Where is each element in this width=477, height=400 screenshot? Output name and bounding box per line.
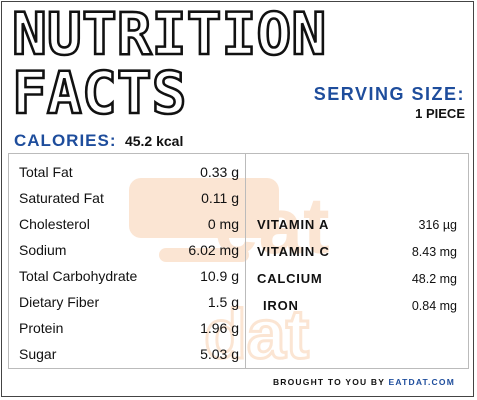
nutrient-name: Sugar — [19, 346, 57, 362]
vitamin-value: 316 µg — [418, 218, 457, 232]
calories-row: CALORIES: 45.2 kcal — [14, 131, 183, 151]
nutrient-value: 5.03 g — [200, 346, 239, 362]
nutrient-row-sodium: Sodium 6.02 mg — [19, 242, 239, 266]
nutrient-row-total-fat: Total Fat 0.33 g — [19, 164, 239, 188]
nutrient-value: 0.33 g — [200, 164, 239, 180]
watermark-text-1: eat — [214, 181, 330, 270]
footer-prefix: BROUGHT TO YOU BY — [272, 377, 389, 387]
vitamin-name: VITAMIN C — [257, 244, 330, 259]
nutrient-name: Cholesterol — [19, 216, 90, 232]
nutrient-row-cholesterol: Cholesterol 0 mg — [19, 216, 239, 240]
nutrient-value: 1.96 g — [200, 320, 239, 336]
vitamin-row-calcium: CALCIUM 48.2 mg — [257, 271, 457, 293]
nutrient-name: Protein — [19, 320, 64, 336]
title-line-1: NUTRITION — [11, 0, 328, 68]
nutrient-row-total-carbohydrate: Total Carbohydrate 10.9 g — [19, 268, 239, 292]
nutrient-name: Total Fat — [19, 164, 73, 180]
nutrient-row-protein: Protein 1.96 g — [19, 320, 239, 344]
nutrients-panel: eat dat Total Fat 0.33 g Saturated Fat 0… — [8, 153, 469, 369]
nutrient-value: 1.5 g — [207, 294, 239, 310]
calories-value: 45.2 kcal — [124, 133, 184, 149]
nutrient-name: Total Carbohydrate — [19, 268, 138, 284]
calories-label: CALORIES: — [14, 131, 117, 150]
vitamin-row-iron: IRON 0.84 mg — [257, 298, 457, 320]
vitamin-name: CALCIUM — [257, 271, 323, 286]
vitamin-name: VITAMIN A — [257, 217, 330, 232]
nutrient-value: 0 mg — [207, 216, 239, 232]
serving-size-label: SERVING SIZE: — [313, 84, 465, 104]
footer-credit: BROUGHT TO YOU BY EATDAT.COM — [273, 377, 455, 387]
nutrient-name: Dietary Fiber — [19, 294, 100, 310]
nutrient-name: Sodium — [19, 242, 67, 258]
vitamin-row-vitamin-c: VITAMIN C 8.43 mg — [257, 244, 457, 266]
nutrient-value: 10.9 g — [200, 268, 239, 284]
vitamin-value: 48.2 mg — [411, 272, 457, 286]
nutrient-name: Saturated Fat — [19, 190, 104, 206]
nutrient-value: 0.11 g — [201, 190, 239, 206]
vitamin-value: 8.43 mg — [411, 245, 457, 259]
column-divider — [245, 154, 246, 368]
nutrient-row-dietary-fiber: Dietary Fiber 1.5 g — [19, 294, 239, 318]
vitamin-name: IRON — [263, 298, 299, 313]
watermark-text-2: dat — [204, 295, 309, 368]
vitamin-row-vitamin-a: VITAMIN A 316 µg — [257, 217, 457, 239]
footer-brand-link[interactable]: EATDAT.COM — [388, 377, 455, 387]
vitamin-value: 0.84 mg — [411, 299, 457, 313]
eatdat-logo-watermark: eat dat — [129, 178, 330, 368]
nutrient-row-sugar: Sugar 5.03 g — [19, 346, 239, 368]
serving-size-value: 1 PIECE — [415, 106, 465, 121]
nutrient-row-saturated-fat: Saturated Fat 0.11 g — [19, 190, 239, 214]
nutrient-value: 6.02 mg — [188, 242, 239, 258]
title-line-2: FACTS — [11, 59, 188, 127]
